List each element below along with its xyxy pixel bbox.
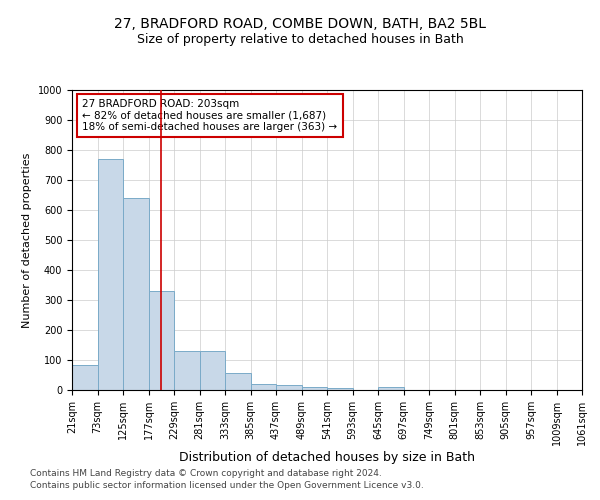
Bar bbox=[378, 387, 404, 390]
X-axis label: Distribution of detached houses by size in Bath: Distribution of detached houses by size … bbox=[179, 450, 475, 464]
Bar bbox=[276, 384, 302, 390]
Y-axis label: Number of detached properties: Number of detached properties bbox=[22, 152, 32, 328]
Text: Contains HM Land Registry data © Crown copyright and database right 2024.: Contains HM Land Registry data © Crown c… bbox=[30, 468, 382, 477]
Text: 27, BRADFORD ROAD, COMBE DOWN, BATH, BA2 5BL: 27, BRADFORD ROAD, COMBE DOWN, BATH, BA2… bbox=[114, 18, 486, 32]
Bar bbox=[327, 388, 353, 390]
Bar bbox=[174, 351, 199, 390]
Text: Contains public sector information licensed under the Open Government Licence v3: Contains public sector information licen… bbox=[30, 481, 424, 490]
Bar bbox=[199, 351, 225, 390]
Bar bbox=[97, 159, 123, 390]
Text: Size of property relative to detached houses in Bath: Size of property relative to detached ho… bbox=[137, 32, 463, 46]
Bar bbox=[302, 387, 327, 390]
Bar bbox=[251, 384, 276, 390]
Text: 27 BRADFORD ROAD: 203sqm
← 82% of detached houses are smaller (1,687)
18% of sem: 27 BRADFORD ROAD: 203sqm ← 82% of detach… bbox=[82, 99, 337, 132]
Bar bbox=[149, 291, 174, 390]
Bar bbox=[72, 366, 97, 390]
Bar bbox=[225, 373, 251, 390]
Bar bbox=[123, 198, 149, 390]
